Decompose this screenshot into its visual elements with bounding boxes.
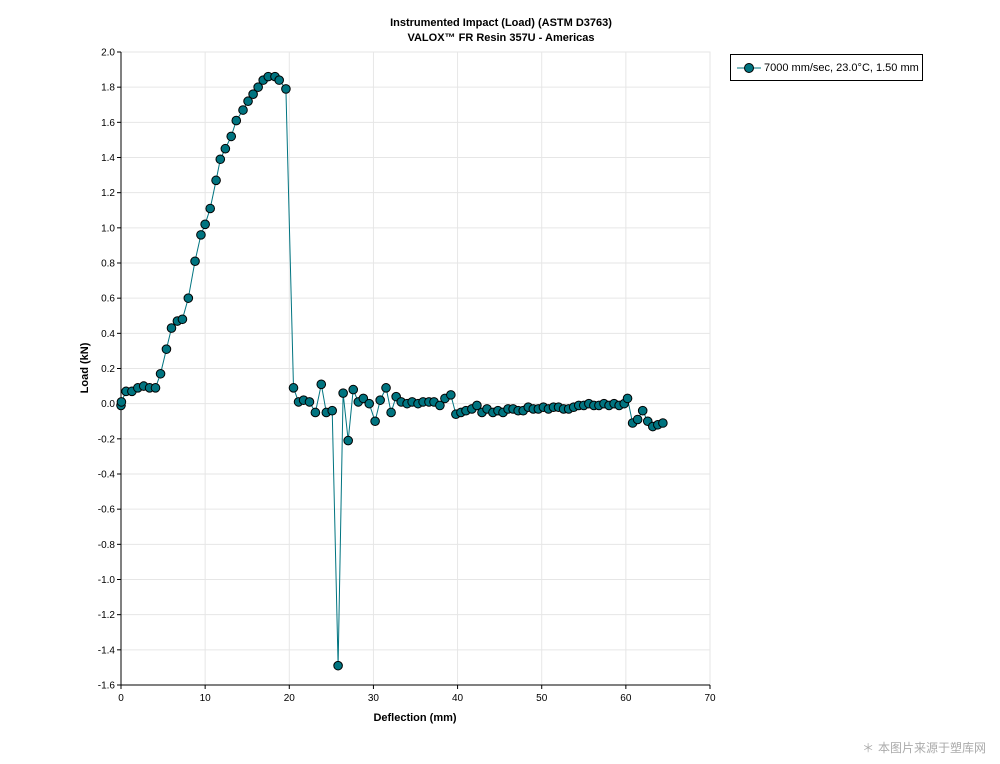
data-point [364, 398, 375, 409]
data-point [316, 379, 327, 390]
x-tick-label: 30 [368, 693, 380, 704]
chart-title: Instrumented Impact (Load) (ASTM D3763) [390, 17, 612, 29]
grid [120, 51, 711, 686]
data-point [310, 407, 321, 418]
data-point [190, 256, 200, 267]
data-point [348, 384, 359, 395]
y-tick-label: 1.2 [101, 188, 115, 199]
data-point [161, 344, 172, 354]
y-tick-label: -1.0 [98, 575, 116, 586]
data-point [243, 96, 253, 107]
x-tick-label: 60 [620, 693, 632, 704]
y-tick-label: -0.2 [98, 434, 116, 445]
y-tick-label: 1.6 [101, 118, 115, 129]
data-point [205, 203, 215, 214]
y-axis-label: Load (kN) [79, 342, 91, 393]
data-point [196, 230, 206, 240]
data-point [166, 323, 177, 333]
y-tick-label: 2.0 [101, 48, 115, 59]
data-point [358, 393, 369, 404]
data-point [333, 660, 343, 671]
data-point [622, 393, 633, 404]
axes [117, 51, 711, 689]
y-tick-label: 1.4 [101, 153, 115, 164]
data-point [150, 383, 161, 393]
x-axis-label: Deflection (mm) [373, 712, 456, 724]
x-tick-label: 50 [536, 693, 548, 704]
y-tick-label: 0.2 [101, 364, 115, 375]
data-point [304, 397, 315, 407]
legend: 7000 mm/sec, 23.0°C, 1.50 mm [730, 54, 923, 81]
data-point [343, 435, 353, 446]
legend-marker-icon [737, 62, 761, 73]
data-point [632, 414, 643, 425]
y-tick-label: 0.0 [101, 399, 115, 410]
data-point [211, 175, 221, 186]
data-point [248, 89, 258, 99]
data-point [215, 154, 226, 165]
y-tick-label: -1.4 [98, 645, 116, 656]
legend-label: 7000 mm/sec, 23.0°C, 1.50 mm [764, 61, 919, 74]
data-point [658, 418, 668, 428]
x-tick-label: 10 [200, 693, 212, 704]
y-tick-label: -0.6 [98, 505, 116, 516]
data-point [637, 405, 648, 416]
data-point [446, 390, 456, 400]
data-point [381, 383, 391, 393]
data-point [370, 416, 380, 427]
watermark: ＊ 本图片来源于塑库网 [862, 741, 986, 755]
y-tick-label: 0.4 [101, 329, 115, 340]
y-tick-label: 0.8 [101, 259, 115, 270]
y-tick-label: 0.6 [101, 294, 115, 305]
chart-subtitle: VALOX™ FR Resin 357U - Americas [407, 32, 594, 44]
data-point [288, 383, 299, 393]
data-point [116, 397, 127, 407]
data-point [200, 219, 210, 230]
series-line [120, 76, 664, 666]
data-point [435, 400, 445, 411]
y-tick-label: -1.6 [98, 681, 116, 692]
data-point [183, 293, 194, 303]
data-point [231, 115, 242, 126]
series-7000 [116, 71, 668, 671]
data-point [238, 105, 248, 115]
data-point [386, 407, 396, 418]
data-point [177, 314, 188, 325]
y-tick-label: 1.8 [101, 83, 115, 94]
data-point [375, 395, 385, 405]
data-point [274, 75, 284, 85]
tick-labels: -1.6 -1.4 -1.2 -1.0 -0.8 -0.6 -0.4 -0.2 0.0 0.2 0.… [98, 48, 716, 705]
y-tick-label: 1.0 [101, 223, 115, 234]
data-point [338, 388, 348, 398]
data-point [281, 84, 291, 94]
data-point [220, 143, 231, 154]
data-point [253, 82, 263, 92]
data-point [327, 405, 337, 416]
x-tick-label: 40 [452, 693, 464, 704]
data-point [472, 400, 482, 411]
y-tick-label: -1.2 [98, 610, 116, 621]
data-point [155, 368, 166, 379]
data-point [226, 131, 237, 142]
y-tick-label: -0.4 [98, 470, 116, 481]
x-tick-label: 0 [118, 693, 124, 704]
x-tick-label: 70 [704, 693, 716, 704]
y-tick-label: -0.8 [98, 540, 116, 551]
x-tick-label: 20 [284, 693, 296, 704]
